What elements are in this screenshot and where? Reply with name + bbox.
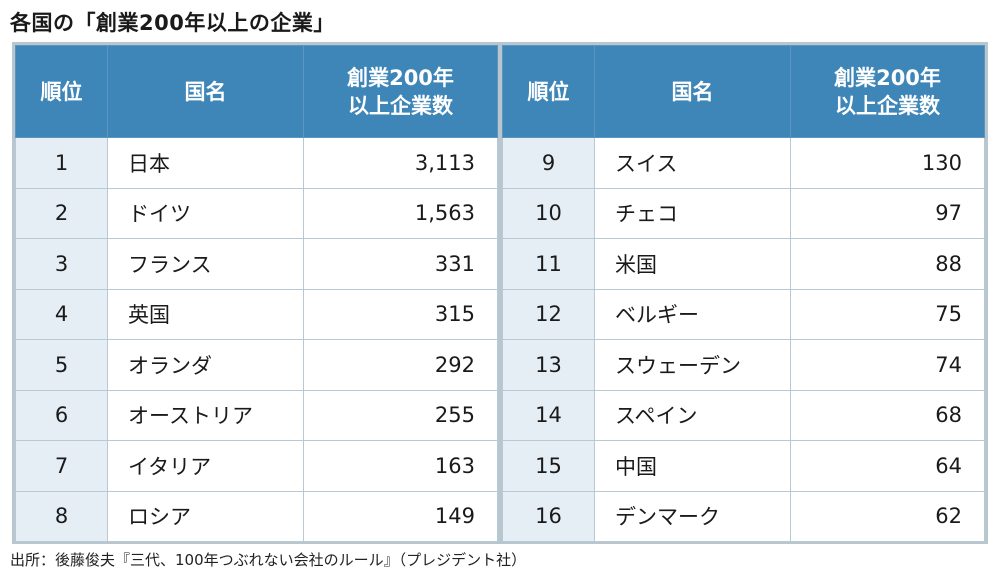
count-cell: 315 — [303, 288, 498, 340]
header-country: 国名 — [107, 45, 304, 138]
country-cell: フランス — [107, 238, 304, 290]
country-cell: オーストリア — [107, 389, 304, 441]
rank-cell: 4 — [15, 288, 108, 340]
rank-cell: 6 — [15, 389, 108, 441]
rank-cell: 14 — [502, 389, 595, 441]
country-cell: スペイン — [594, 389, 791, 441]
count-cell: 75 — [790, 288, 985, 340]
count-cell: 68 — [790, 389, 985, 441]
table-row: 6 オーストリア 255 — [15, 389, 498, 441]
table-row: 12 ベルギー 75 — [502, 288, 985, 340]
country-cell: 中国 — [594, 440, 791, 492]
ranking-table-left: 順位 国名 創業200年 以上企業数 1 日本 3,113 2 ドイツ 1,563 3 フラン… — [15, 45, 498, 542]
country-cell: ロシア — [107, 490, 304, 542]
rank-cell: 8 — [15, 490, 108, 542]
country-cell: 日本 — [107, 137, 304, 189]
table-row: 2 ドイツ 1,563 — [15, 187, 498, 239]
country-cell: ドイツ — [107, 187, 304, 239]
header-count: 創業200年 以上企業数 — [790, 45, 985, 138]
header-count-line1: 創業200年 — [347, 65, 454, 90]
rank-cell: 11 — [502, 238, 595, 290]
country-cell: イタリア — [107, 440, 304, 492]
ranking-table-frame: 順位 国名 創業200年 以上企業数 1 日本 3,113 2 ドイツ 1,563 3 フラン… — [12, 42, 988, 544]
table-row: 4 英国 315 — [15, 288, 498, 340]
count-cell: 255 — [303, 389, 498, 441]
count-cell: 64 — [790, 440, 985, 492]
table-row: 1 日本 3,113 — [15, 137, 498, 189]
rank-cell: 9 — [502, 137, 595, 189]
count-cell: 74 — [790, 339, 985, 391]
table-row: 14 スペイン 68 — [502, 389, 985, 441]
table-row: 8 ロシア 149 — [15, 490, 498, 542]
table-row: 16 デンマーク 62 — [502, 490, 985, 542]
rank-cell: 12 — [502, 288, 595, 340]
table-header-row: 順位 国名 創業200年 以上企業数 — [502, 45, 985, 138]
rank-cell: 7 — [15, 440, 108, 492]
header-rank: 順位 — [502, 45, 595, 138]
count-cell: 292 — [303, 339, 498, 391]
country-cell: 英国 — [107, 288, 304, 340]
table-row: 9 スイス 130 — [502, 137, 985, 189]
table-row: 13 スウェーデン 74 — [502, 339, 985, 391]
header-count-line1: 創業200年 — [834, 65, 941, 90]
rank-cell: 10 — [502, 187, 595, 239]
count-cell: 88 — [790, 238, 985, 290]
country-cell: チェコ — [594, 187, 791, 239]
ranking-table-right: 順位 国名 創業200年 以上企業数 9 スイス 130 10 チェコ 97 11 米国 88 1… — [502, 45, 985, 542]
rank-cell: 2 — [15, 187, 108, 239]
table-row: 5 オランダ 292 — [15, 339, 498, 391]
count-cell: 62 — [790, 490, 985, 542]
table-row: 10 チェコ 97 — [502, 187, 985, 239]
rank-cell: 1 — [15, 137, 108, 189]
count-cell: 163 — [303, 440, 498, 492]
country-cell: 米国 — [594, 238, 791, 290]
rank-cell: 13 — [502, 339, 595, 391]
country-cell: スウェーデン — [594, 339, 791, 391]
country-cell: オランダ — [107, 339, 304, 391]
source-citation: 出所：後藤俊夫『三代、100年つぶれない会社のルール』（プレジデント社） — [10, 551, 527, 569]
count-cell: 97 — [790, 187, 985, 239]
count-cell: 3,113 — [303, 137, 498, 189]
table-row: 7 イタリア 163 — [15, 440, 498, 492]
rank-cell: 5 — [15, 339, 108, 391]
count-cell: 149 — [303, 490, 498, 542]
page-title: 各国の「創業200年以上の企業」 — [10, 11, 335, 35]
table-header-row: 順位 国名 創業200年 以上企業数 — [15, 45, 498, 138]
count-cell: 130 — [790, 137, 985, 189]
table-row: 3 フランス 331 — [15, 238, 498, 290]
rank-cell: 15 — [502, 440, 595, 492]
header-country: 国名 — [594, 45, 791, 138]
table-body-left: 1 日本 3,113 2 ドイツ 1,563 3 フランス 331 4 英国 315 5 オランダ 292 6… — [15, 137, 498, 542]
count-cell: 331 — [303, 238, 498, 290]
rank-cell: 3 — [15, 238, 108, 290]
header-count: 創業200年 以上企業数 — [303, 45, 498, 138]
table-body-right: 9 スイス 130 10 チェコ 97 11 米国 88 12 ベルギー 75 13 スウェーデン 74 14… — [502, 137, 985, 542]
country-cell: ベルギー — [594, 288, 791, 340]
header-count-line2: 以上企業数 — [348, 93, 453, 118]
country-cell: スイス — [594, 137, 791, 189]
header-rank: 順位 — [15, 45, 108, 138]
country-cell: デンマーク — [594, 490, 791, 542]
rank-cell: 16 — [502, 490, 595, 542]
table-row: 11 米国 88 — [502, 238, 985, 290]
count-cell: 1,563 — [303, 187, 498, 239]
table-row: 15 中国 64 — [502, 440, 985, 492]
header-count-line2: 以上企業数 — [835, 93, 940, 118]
